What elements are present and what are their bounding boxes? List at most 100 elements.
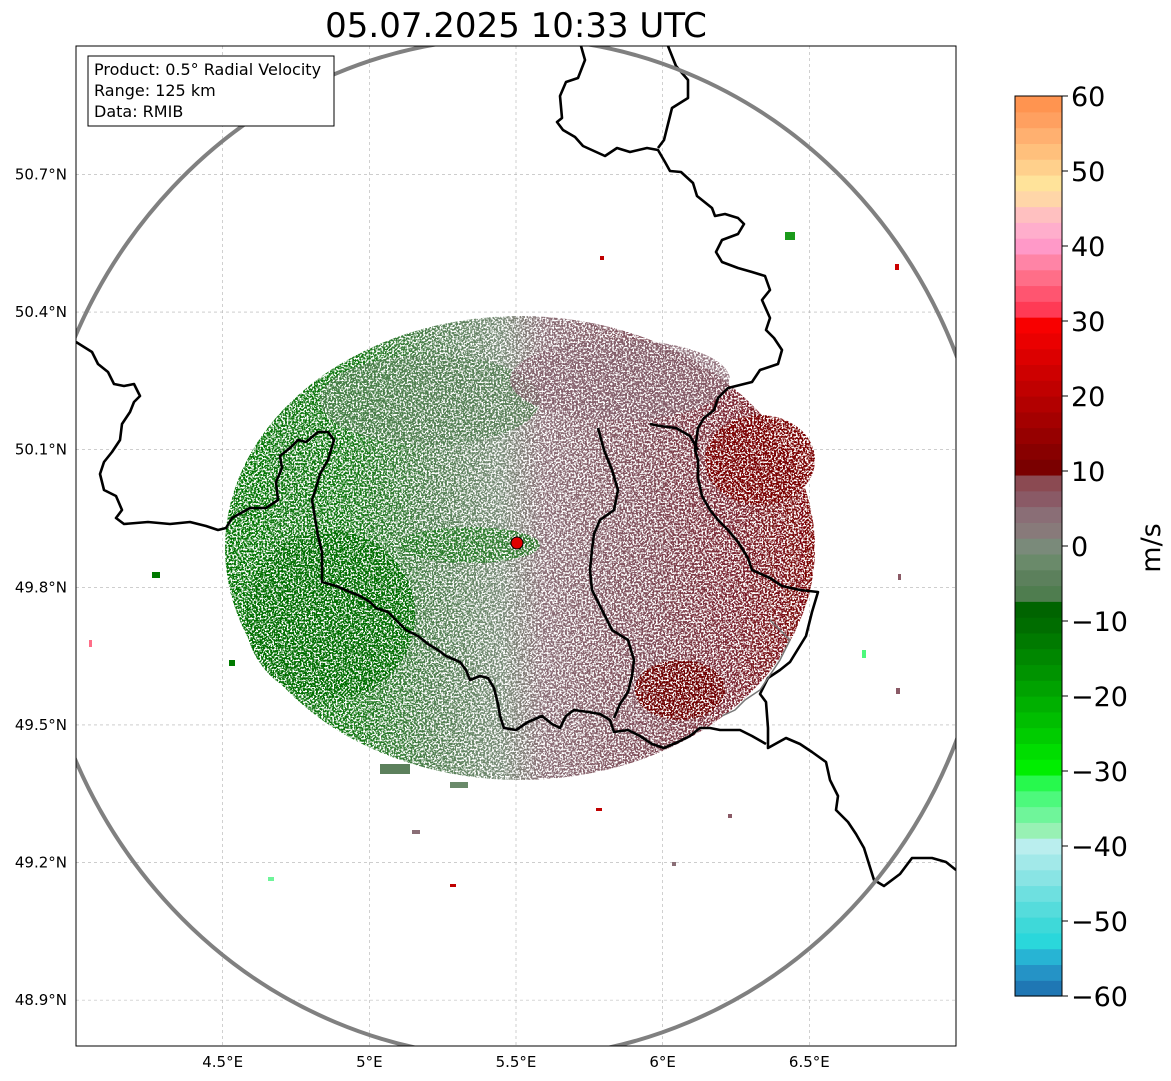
inbound-streak-echo <box>400 527 540 563</box>
lon-tick-label: 6°E <box>649 1053 676 1071</box>
isolated-echo <box>89 640 92 647</box>
colorbar-segment <box>1015 838 1062 855</box>
isolated-echo <box>229 660 235 666</box>
colorbar-segment <box>1015 174 1062 192</box>
border-luxembourg-north <box>649 422 700 451</box>
colorbar-segment <box>1015 538 1062 555</box>
isolated-echo <box>600 256 604 260</box>
colorbar-segment <box>1015 285 1062 302</box>
colorbar-tick-label: −10 <box>1071 607 1128 638</box>
border-saarland <box>721 619 791 717</box>
colorbar-tick-label: 30 <box>1071 307 1105 338</box>
info-source: Data: RMIB <box>94 102 183 121</box>
lat-tick-label: 50.1°N <box>15 441 67 459</box>
colorbar-segment <box>1015 332 1062 350</box>
lat-tick-label: 49.5°N <box>15 716 67 734</box>
info-box: Product: 0.5° Radial Velocity Range: 125… <box>87 55 335 127</box>
colorbar-segment <box>1015 727 1062 744</box>
colorbar-segment <box>1015 980 1062 997</box>
colorbar-tick-label: −20 <box>1071 682 1128 713</box>
colorbar-segment <box>1015 711 1062 729</box>
colorbar-segment <box>1015 348 1062 366</box>
isolated-echo <box>596 808 602 811</box>
colorbar-segment <box>1015 190 1062 208</box>
colorbar-tick-label: 50 <box>1071 157 1105 188</box>
colorbar-segment <box>1015 822 1062 839</box>
isolated-echo <box>898 574 901 580</box>
colorbar-segment <box>1015 411 1062 429</box>
info-box-frame <box>87 55 335 127</box>
colorbar-segment <box>1015 443 1062 460</box>
outbound-core-echo-south <box>635 660 725 720</box>
lon-tick-label: 5°E <box>356 1053 383 1071</box>
isolated-echo <box>450 782 468 788</box>
isolated-echo <box>896 688 900 694</box>
colorbar-segment <box>1015 964 1062 981</box>
isolated-echo <box>268 877 274 881</box>
isolated-echo <box>862 650 866 658</box>
colorbar-segment <box>1015 206 1062 223</box>
colorbar-segment <box>1015 632 1062 650</box>
isolated-echo <box>450 884 456 887</box>
colorbar-segment <box>1015 617 1062 634</box>
lon-tick-label: 6.5°E <box>789 1053 830 1071</box>
colorbar-segment <box>1015 696 1062 713</box>
colorbar: −60 −50 −40 −30 −20 −10 0 10 20 30 40 50 60 <box>1014 82 1128 1013</box>
lat-tick-label: 50.7°N <box>15 165 67 183</box>
colorbar-segment <box>1015 364 1062 381</box>
colorbar-segment <box>1015 680 1062 697</box>
isolated-echo <box>672 862 676 866</box>
border-luxembourg-west <box>588 427 636 719</box>
northeast-echo <box>510 340 730 420</box>
isolated-echoes <box>89 232 901 887</box>
colorbar-segment <box>1015 380 1062 397</box>
colorbar-segment <box>1015 143 1062 160</box>
colorbar-tick-label: 40 <box>1071 232 1105 263</box>
colorbar-segment <box>1015 269 1062 287</box>
colorbar-segment <box>1015 806 1062 823</box>
colorbar-segment <box>1015 301 1062 318</box>
axis-tick-labels: 4.5°E 5°E 5.5°E 6°E 6.5°E 48.9°N 49.2°N 49.5°N 4… <box>15 165 830 1071</box>
colorbar-segment <box>1015 222 1062 239</box>
outbound-core-echo-north <box>705 415 815 505</box>
colorbar-tick-label: −60 <box>1071 982 1128 1013</box>
colorbar-segment <box>1015 522 1062 539</box>
colorbar-segment <box>1015 885 1062 902</box>
colorbar-segment <box>1015 427 1062 444</box>
northwest-echo <box>320 355 540 445</box>
lat-tick-label: 49.8°N <box>15 578 67 596</box>
border-germany <box>555 46 956 888</box>
colorbar-segment <box>1015 853 1062 871</box>
colorbar-segment <box>1015 901 1062 918</box>
isolated-echo <box>785 232 795 240</box>
colorbar-segment <box>1015 759 1062 776</box>
colorbar-segment <box>1015 127 1062 144</box>
colorbar-tick-label: −30 <box>1071 757 1128 788</box>
colorbar-segment <box>1015 459 1062 476</box>
colorbar-segment <box>1015 159 1062 176</box>
colorbar-tick-label: −40 <box>1071 832 1128 863</box>
colorbar-segment <box>1015 506 1062 523</box>
colorbar-segment <box>1015 774 1062 792</box>
colorbar-segment <box>1015 917 1062 934</box>
lat-tick-label: 50.4°N <box>15 303 67 321</box>
colorbar-segment <box>1015 601 1062 618</box>
colorbar-segment <box>1015 585 1062 602</box>
figure-title: 05.07.2025 10:33 UTC <box>325 6 707 46</box>
isolated-echo <box>380 764 410 774</box>
map-area <box>76 46 956 1046</box>
isolated-echo <box>412 830 420 834</box>
colorbar-segment <box>1015 664 1062 681</box>
lon-tick-label: 5.5°E <box>496 1053 537 1071</box>
colorbar-tick-label: −50 <box>1071 907 1128 938</box>
map-frame <box>75 45 957 1047</box>
colorbar-segment <box>1015 317 1062 334</box>
colorbar-segment <box>1015 490 1062 508</box>
colorbar-segment <box>1015 932 1062 950</box>
colorbar-tick-label: 10 <box>1071 457 1105 488</box>
isolated-echo <box>728 814 732 818</box>
isolated-echo <box>152 572 160 578</box>
lat-tick-label: 49.2°N <box>15 854 67 872</box>
colorbar-segment <box>1015 396 1062 413</box>
